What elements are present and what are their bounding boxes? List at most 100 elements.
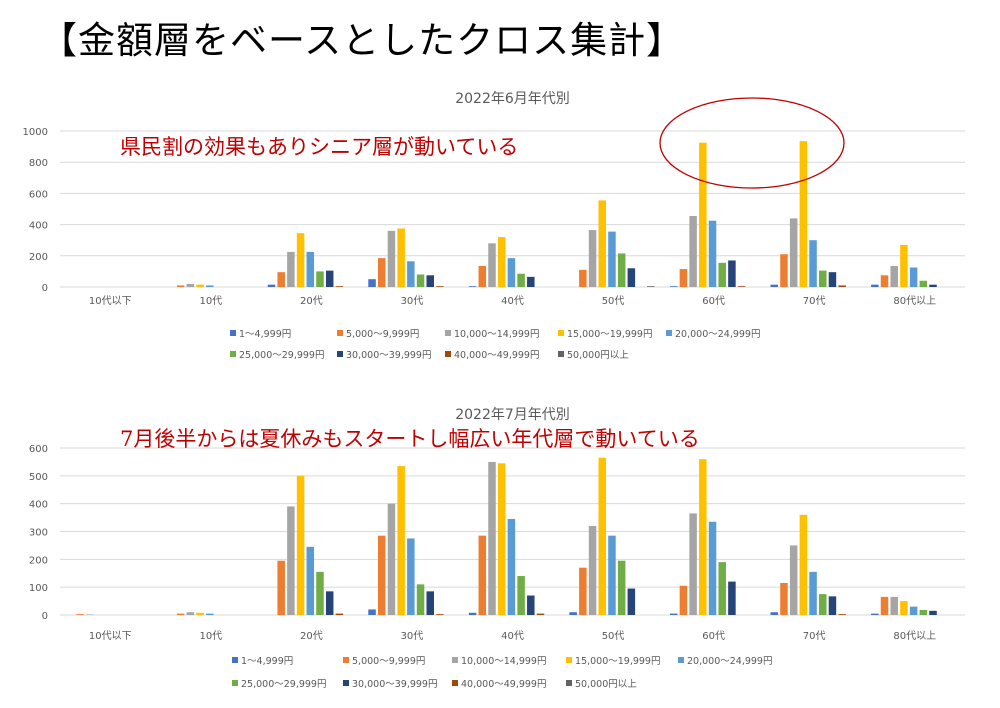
bar-50代-3: [598, 457, 607, 615]
y-tick-label: 0: [42, 611, 48, 622]
bar-20代-7: [335, 613, 344, 615]
bar-40代-5: [517, 576, 525, 615]
bar-70代-0: [770, 284, 779, 287]
bar-70代-3: [799, 141, 808, 287]
bar-50代-6: [627, 268, 636, 287]
x-tick-label: 10代以下: [89, 295, 132, 307]
x-tick-label: 60代: [702, 630, 725, 642]
bar-50代-4: [608, 231, 616, 287]
bar-20代-4: [306, 546, 315, 615]
legend-swatch: [445, 351, 451, 357]
bar-60代-7: [737, 286, 746, 287]
chart-title: 2022年6月年代別: [455, 91, 570, 107]
bar-80代以上-3: [900, 244, 908, 287]
bar-30代-6: [426, 591, 434, 615]
x-tick-label: 10代: [199, 630, 222, 642]
bar-50代-5: [617, 253, 626, 287]
bar-50代-1: [579, 269, 587, 287]
x-tick-label: 50代: [602, 295, 625, 307]
bar-30代-2: [387, 230, 396, 287]
bar-70代-3: [799, 514, 808, 615]
bar-70代-7: [838, 285, 846, 287]
bar-30代-4: [407, 538, 415, 615]
bar-20代-6: [325, 591, 334, 615]
bar-50代-2: [588, 230, 597, 287]
bar-10代-3: [196, 612, 204, 615]
bar-40代-1: [478, 535, 487, 615]
chart-title: 2022年7月年代別: [455, 407, 570, 423]
legend-swatch: [343, 657, 349, 663]
x-tick-label: 50代: [602, 630, 625, 642]
bar-30代-2: [387, 503, 396, 615]
bar-40代-3: [497, 463, 506, 615]
bar-30代-5: [416, 584, 425, 615]
bar-60代-4: [708, 220, 717, 287]
legend-swatch: [232, 680, 238, 686]
bar-40代-6: [527, 276, 535, 287]
bar-10代-4: [205, 285, 214, 287]
x-tick-label: 40代: [501, 295, 524, 307]
bar-50代-4: [608, 535, 616, 615]
bar-60代-6: [728, 581, 736, 615]
y-tick-label: 600: [29, 444, 48, 455]
bar-20代-1: [277, 560, 285, 615]
bar-60代-6: [728, 260, 736, 287]
legend-swatch: [566, 657, 572, 663]
bar-50代-6: [627, 588, 636, 615]
bar-40代-7: [536, 613, 545, 615]
chart-2: 2022年7月年代別 0 100 200 300 400 500 600 10代以下 10代 20代…: [29, 407, 965, 690]
legend-label: 20,000〜24,999円: [687, 656, 772, 667]
legend-swatch: [678, 657, 684, 663]
bar-40代-2: [488, 461, 496, 615]
bar-10代以下-1: [76, 614, 84, 615]
bar-30代-3: [397, 466, 405, 615]
bar-70代-6: [828, 272, 837, 287]
legend-label: 10,000〜14,999円: [454, 329, 539, 340]
bar-80代以上-1: [880, 596, 889, 615]
bar-80代以上-4: [909, 267, 918, 287]
legend-swatch: [452, 680, 458, 686]
bar-60代-1: [679, 585, 688, 615]
x-tick-label: 80代以上: [893, 295, 936, 307]
bar-20代-3: [296, 233, 305, 287]
legend-swatch: [343, 680, 349, 686]
bar-20代-7: [335, 286, 344, 287]
bar-60代-5: [718, 562, 726, 615]
bar-50代-0: [569, 612, 577, 615]
legend-swatch: [232, 657, 238, 663]
bar-80代以上-2: [890, 596, 898, 615]
bar-40代-2: [488, 243, 496, 287]
bar-30代-7: [436, 614, 444, 615]
legend-swatch: [566, 680, 572, 686]
legend-label: 5,000〜9,999円: [346, 329, 419, 340]
annotation-text: 7月後半からは夏休みもスタートし幅広い年代層で動いている: [120, 427, 700, 451]
bar-10代以下-2: [86, 614, 94, 615]
bar-70代-1: [780, 582, 788, 615]
highlight-circle: [659, 97, 845, 189]
bar-70代-2: [789, 218, 798, 287]
bar-40代-0: [468, 286, 477, 287]
x-tick-label: 10代以下: [89, 630, 132, 642]
legend-label: 5,000〜9,999円: [352, 656, 425, 667]
legend-label: 30,000〜39,999円: [352, 679, 437, 690]
y-tick-label: 600: [29, 189, 48, 200]
bar-80代以上-5: [919, 280, 928, 287]
bar-30代-1: [377, 535, 386, 615]
bar-40代-1: [478, 265, 487, 287]
bar-20代-1: [277, 272, 285, 287]
x-tick-label: 80代以上: [893, 630, 936, 642]
legend-swatch: [558, 351, 564, 357]
bar-60代-5: [718, 262, 726, 287]
bar-80代以上-1: [880, 275, 889, 287]
bar-50代-1: [579, 567, 587, 615]
bar-30代-3: [397, 228, 405, 287]
bar-20代-0: [267, 284, 276, 287]
y-tick-label: 100: [29, 583, 48, 594]
bar-80代以上-2: [890, 265, 898, 287]
bar-60代-1: [679, 269, 688, 287]
x-tick-label: 30代: [401, 295, 424, 307]
bar-20代-5: [316, 571, 324, 615]
legend-label: 15,000〜19,999円: [567, 329, 652, 340]
legend-label: 30,000〜39,999円: [346, 350, 431, 361]
y-tick-label: 400: [29, 500, 48, 511]
